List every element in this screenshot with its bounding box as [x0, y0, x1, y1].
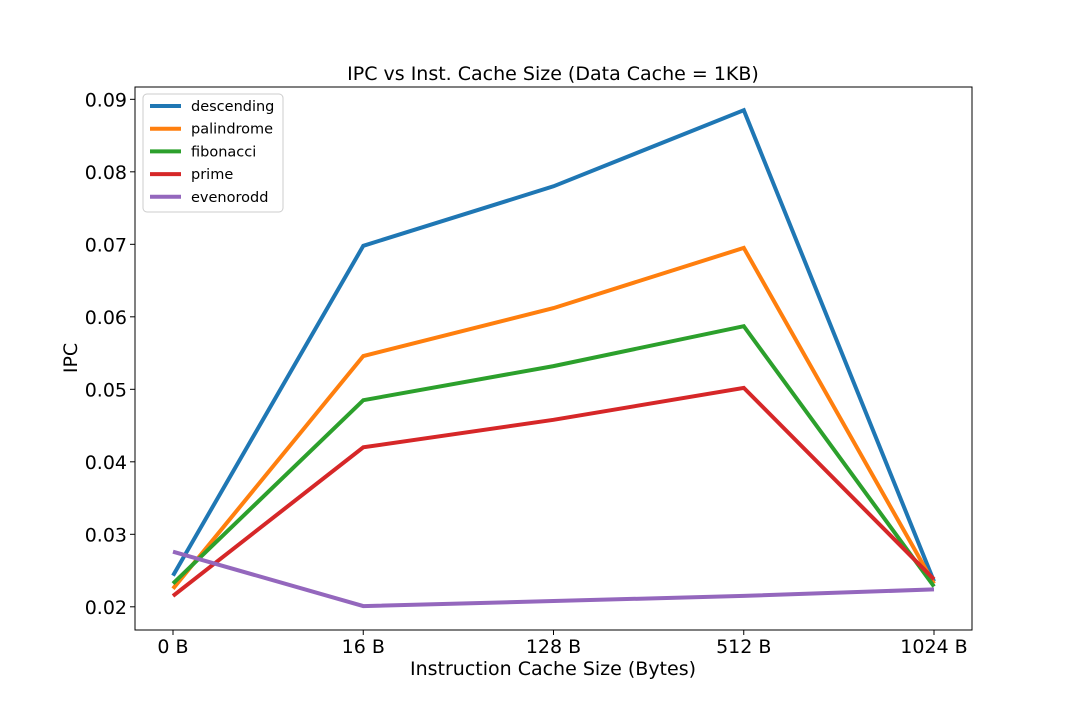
x-axis-ticks: 0 B 16 B 128 B 512 B 1024 B	[157, 630, 968, 658]
legend-label-evenorodd: evenorodd	[191, 190, 268, 206]
y-tick-label: 0.05	[85, 379, 127, 401]
x-tick-label: 16 B	[342, 636, 385, 658]
y-tick-label: 0.03	[85, 524, 127, 546]
legend-label-palindrome: palindrome	[191, 122, 273, 138]
y-tick-label: 0.07	[85, 234, 127, 256]
plot-frame	[134, 86, 973, 631]
y-axis-ticks: 0.02 0.03 0.04 0.05 0.06 0.07 0.08 0.09	[85, 89, 135, 619]
series-line-descending	[171, 107, 936, 583]
legend-label-prime: prime	[191, 167, 233, 183]
legend: descending palindrome fibonacci prime evenor…	[142, 93, 284, 213]
y-axis-label: IPC	[60, 343, 82, 373]
x-tick-label: 0 B	[157, 636, 188, 658]
legend-label-descending: descending	[191, 99, 274, 115]
y-tick-label: 0.08	[85, 162, 127, 184]
series-line-fibonacci	[171, 323, 936, 588]
y-tick-label: 0.06	[85, 307, 127, 329]
x-axis-label: Instruction Cache Size (Bytes)	[410, 658, 696, 680]
y-tick-label: 0.09	[85, 89, 127, 111]
legend-box	[142, 93, 284, 213]
x-tick-label: 128 B	[526, 636, 581, 658]
legend-label-fibonacci: fibonacci	[191, 144, 256, 160]
x-tick-label: 1024 B	[900, 636, 967, 658]
series-line-palindrome	[171, 245, 936, 590]
chart-title: IPC vs Inst. Cache Size (Data Cache = 1K…	[347, 63, 759, 85]
y-tick-label: 0.04	[85, 452, 127, 474]
series-line-evenorodd	[172, 549, 935, 609]
y-tick-label: 0.02	[85, 597, 127, 619]
x-tick-label: 512 B	[716, 636, 771, 658]
series-layer	[171, 107, 936, 609]
series-line-prime	[171, 385, 936, 598]
